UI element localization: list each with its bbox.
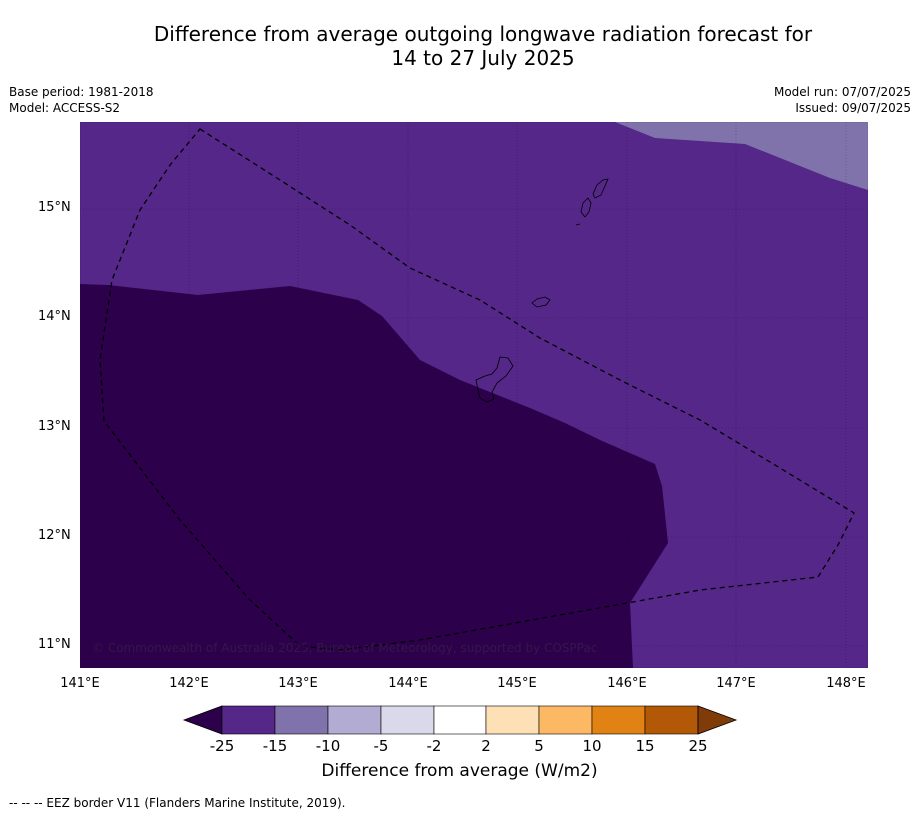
island-aguijan (575, 223, 581, 226)
lat-label-12: 12°N (38, 528, 71, 543)
colorbar-swatch-6 (485, 705, 540, 735)
lon-label-144: 144°E (388, 676, 428, 691)
colorbar-tick: 25 (688, 737, 708, 755)
colorbar-tick: -2 (426, 737, 442, 755)
lon-label-143: 143°E (278, 676, 318, 691)
model-run: Model run: 07/07/2025 (773, 85, 911, 99)
island-saipan (592, 178, 609, 199)
model-name: Model: ACCESS-S2 (9, 101, 121, 115)
title-line-1: Difference from average outgoing longwav… (153, 22, 813, 46)
lat-label-11: 11°N (38, 637, 71, 652)
colorbar-swatch-1 (221, 705, 276, 735)
meta-right: Model run: 07/07/2025 Issued: 09/07/2025 (774, 84, 911, 116)
lon-label-148: 148°E (826, 676, 866, 691)
lon-label-146: 146°E (607, 676, 647, 691)
colorbar-extend-high (697, 705, 738, 735)
region-lowest-band (80, 284, 668, 668)
island-tinian (580, 197, 592, 218)
colorbar-tick: -25 (209, 737, 235, 755)
colorbar-swatch-2 (274, 705, 329, 735)
colorbar-swatch-3 (327, 705, 382, 735)
lat-label-13: 13°N (38, 419, 71, 434)
lat-label-14: 14°N (38, 309, 71, 324)
chart-title: Difference from average outgoing longwav… (0, 22, 919, 70)
island-rota (531, 296, 551, 308)
colorbar-tick: -5 (373, 737, 389, 755)
lat-label-15: 15°N (38, 200, 71, 215)
footnote: -- -- -- EEZ border V11 (Flanders Marine… (9, 796, 346, 810)
lon-label-147: 147°E (716, 676, 756, 691)
colorbar-swatch-4 (380, 705, 435, 735)
base-period: Base period: 1981-2018 (9, 85, 154, 99)
copyright-text: © Commonwealth of Australia 2025, Bureau… (92, 641, 598, 655)
eez-border (99, 128, 855, 651)
lon-label-142: 142°E (169, 676, 209, 691)
gridlines (80, 122, 868, 668)
island-guam (475, 356, 514, 403)
meta-left: Base period: 1981-2018 Model: ACCESS-S2 (9, 84, 154, 116)
title-line-2: 14 to 27 July 2025 (391, 46, 575, 70)
colorbar-tick: 15 (635, 737, 655, 755)
region-upper-band (615, 122, 868, 190)
lon-label-145: 145°E (497, 676, 537, 691)
colorbar-swatch-9 (644, 705, 699, 735)
colorbar-extend-low (182, 705, 223, 735)
colorbar-label: Difference from average (W/m2) (321, 761, 598, 781)
colorbar-swatch-7 (538, 705, 593, 735)
colorbar-swatch-5 (433, 705, 487, 735)
island-outlines (475, 178, 609, 403)
issued-date: Issued: 09/07/2025 (795, 101, 911, 115)
colorbar-swatch-8 (591, 705, 646, 735)
colorbar-tick: -15 (262, 737, 288, 755)
colorbar-tick: 10 (582, 737, 602, 755)
colorbar-tick: 2 (481, 737, 491, 755)
colorbar-tick: 5 (534, 737, 544, 755)
lon-label-141: 141°E (60, 676, 100, 691)
colorbar-tick: -10 (315, 737, 341, 755)
colorbar (182, 705, 738, 735)
